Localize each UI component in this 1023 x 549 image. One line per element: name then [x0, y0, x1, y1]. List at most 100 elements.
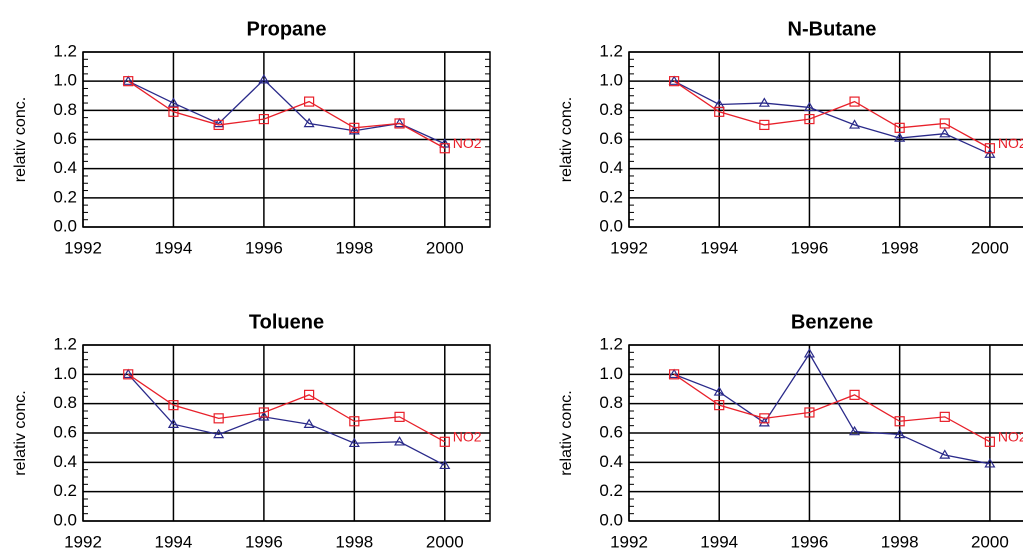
triangle-marker [167, 418, 179, 428]
y-tick-label: 1.2 [599, 334, 623, 353]
y-tick-label: 0.6 [53, 129, 77, 148]
x-tick-label: 1998 [881, 238, 919, 257]
y-tick-label: 0.8 [53, 393, 77, 412]
square-marker [349, 122, 360, 133]
panel-title: Propane [246, 18, 326, 40]
y-axis-label: relativ conc. [558, 97, 575, 182]
x-tick-label: 1992 [610, 532, 648, 549]
square-marker [759, 413, 770, 424]
square-marker [849, 389, 860, 400]
x-tick-label: 1998 [335, 238, 373, 257]
y-tick-label: 0.2 [53, 481, 77, 500]
y-tick-label: 0.6 [599, 129, 623, 148]
series-line [673, 373, 991, 443]
triangle-marker [122, 75, 134, 85]
triangle-marker [167, 97, 179, 107]
square-marker [258, 407, 269, 418]
square-marker [304, 389, 315, 400]
y-tick-label: 0.4 [599, 158, 623, 177]
square-marker [394, 118, 405, 129]
panel: Benzene relativ conc. 0.0 0.2 0.4 0.6 0.8 1.0 1.… [558, 311, 1023, 549]
square-marker [168, 400, 179, 411]
x-tick-label: 2000 [426, 532, 464, 549]
triangle-marker [939, 127, 951, 138]
series-label: NO2 [453, 135, 482, 151]
x-tick-label: 1992 [64, 532, 102, 549]
y-axis-label: relativ conc. [12, 97, 29, 182]
triangle-marker [394, 117, 406, 128]
x-tick-label: 2000 [971, 532, 1009, 549]
y-tick-label: 1.0 [53, 71, 77, 90]
x-tick-label: 1996 [245, 532, 283, 549]
square-marker [849, 96, 860, 107]
y-tick-label: 0.4 [53, 158, 77, 177]
x-tick-label: 1992 [610, 238, 648, 257]
triangle-marker [803, 101, 815, 112]
triangle-marker [122, 368, 134, 379]
triangle-marker [258, 74, 270, 84]
square-marker [123, 369, 134, 380]
y-tick-label: 1.0 [599, 364, 623, 383]
triangle-marker [439, 459, 451, 470]
y-axis-label: relativ conc. [12, 390, 29, 475]
y-tick-label: 0.8 [599, 100, 623, 119]
x-tick-label: 1996 [791, 532, 829, 549]
x-tick-label: 1996 [245, 238, 283, 257]
triangle-marker [713, 386, 725, 396]
series-line [127, 373, 446, 466]
square-marker [213, 119, 224, 131]
square-marker [258, 113, 269, 125]
y-tick-label: 0.2 [53, 187, 77, 206]
y-tick-label: 0.4 [599, 452, 623, 471]
plot-frame [82, 344, 491, 522]
y-tick-label: 0.0 [599, 216, 623, 235]
square-marker [304, 96, 315, 107]
square-marker [168, 106, 179, 117]
series-label: NO2 [453, 429, 482, 445]
y-tick-label: 0.6 [599, 422, 623, 441]
x-tick-label: 1994 [700, 238, 738, 257]
square-marker [804, 113, 815, 125]
triangle-marker [303, 117, 315, 128]
x-tick-label: 1992 [64, 238, 102, 257]
y-tick-label: 0.8 [53, 100, 77, 119]
y-tick-label: 0.2 [599, 187, 623, 206]
triangle-marker [213, 117, 225, 128]
panel: N-Butane relativ conc. 0.0 0.2 0.4 0.6 0.8 1.0 1… [558, 18, 1023, 257]
plot-frame [82, 51, 491, 228]
triangle-marker [894, 428, 906, 439]
panel-title: Benzene [791, 311, 873, 333]
series-line [127, 373, 446, 443]
y-tick-label: 0.0 [53, 216, 77, 235]
y-tick-label: 0.0 [53, 510, 77, 529]
square-marker [349, 416, 360, 427]
y-tick-label: 1.2 [53, 41, 77, 60]
y-tick-label: 1.2 [53, 334, 77, 353]
triangle-marker [984, 148, 996, 158]
triangle-marker [213, 428, 225, 439]
triangle-marker [348, 437, 360, 448]
series-line [673, 352, 991, 465]
x-tick-label: 1994 [155, 532, 193, 549]
square-marker [894, 122, 905, 133]
y-tick-label: 0.2 [599, 481, 623, 500]
x-tick-label: 1994 [155, 238, 193, 257]
series-line [127, 80, 446, 149]
y-tick-label: 0.0 [599, 510, 623, 529]
plot-frame [628, 51, 1023, 228]
square-marker [123, 76, 134, 87]
triangle-marker [258, 411, 270, 421]
square-marker [394, 411, 405, 422]
plot-frame [628, 344, 1023, 522]
square-marker [714, 400, 725, 411]
square-marker [669, 76, 680, 87]
triangle-marker [803, 348, 815, 358]
triangle-marker [668, 368, 680, 379]
x-tick-label: 2000 [971, 238, 1009, 257]
triangle-marker [849, 119, 861, 129]
square-marker [939, 411, 950, 422]
square-marker [939, 118, 950, 129]
y-axis-label: relativ conc. [558, 390, 575, 475]
triangle-marker [849, 425, 861, 436]
